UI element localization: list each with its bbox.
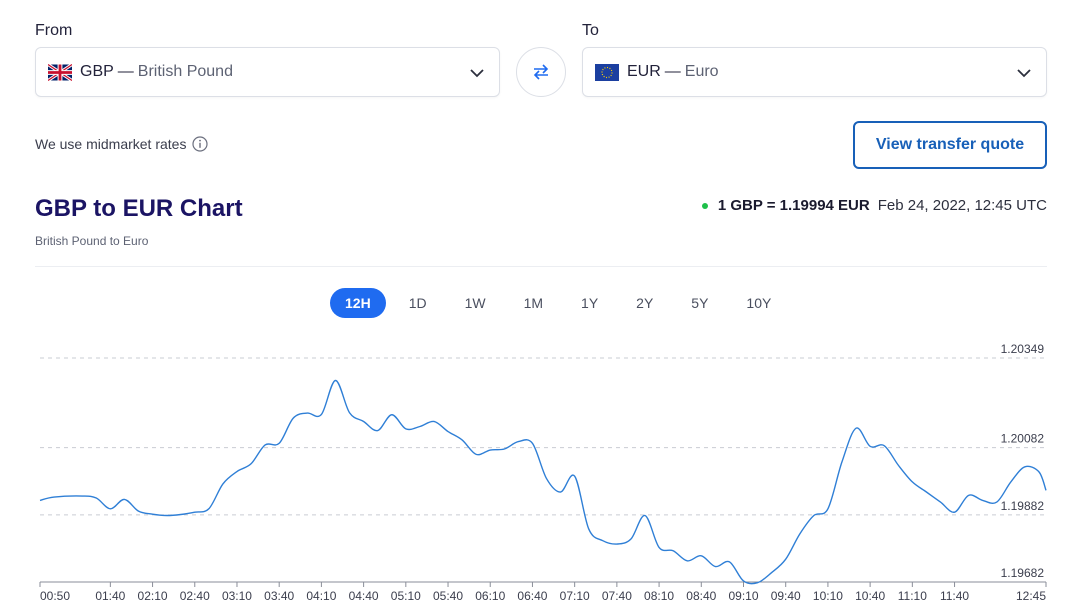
y-tick-label: 1.20349 — [1001, 342, 1045, 356]
x-tick-label: 12:45 — [1016, 589, 1046, 603]
period-selector: 12H 1D 1W 1M 1Y 2Y 5Y 10Y — [330, 288, 794, 318]
uk-flag-icon — [47, 62, 73, 82]
swap-currencies-button[interactable] — [516, 47, 566, 97]
to-currency-select[interactable]: EUR — Euro — [582, 47, 1047, 97]
midmarket-rates-note: We use midmarket rates — [35, 136, 209, 152]
x-tick-label: 00:50 — [40, 589, 70, 603]
x-tick-label: 10:10 — [813, 589, 843, 603]
from-currency-code: GBP — [80, 63, 114, 80]
period-2y[interactable]: 2Y — [636, 295, 654, 311]
period-1d[interactable]: 1D — [408, 295, 427, 311]
rate-chart: 1.20349 1.20082 1.19882 1.19682 00:50 01:40 02… — [39, 342, 1047, 603]
y-tick-label: 1.19682 — [1001, 566, 1045, 580]
divider — [35, 266, 1047, 267]
y-tick-label: 1.20082 — [1001, 432, 1045, 446]
chevron-down-icon — [1017, 69, 1031, 78]
x-tick-label: 05:10 — [391, 589, 421, 603]
x-tick-label: 07:10 — [560, 589, 590, 603]
period-1m[interactable]: 1M — [523, 295, 544, 311]
period-12h[interactable]: 12H — [330, 288, 386, 318]
period-1w[interactable]: 1W — [464, 295, 486, 311]
x-tick-label: 06:10 — [475, 589, 505, 603]
x-tick-label: 11:40 — [940, 589, 969, 603]
chart-title: GBP to EUR Chart — [35, 195, 243, 222]
x-tick-label: 05:40 — [433, 589, 463, 603]
chart-subtitle: British Pound to Euro — [35, 234, 149, 248]
x-tick-label: 04:10 — [306, 589, 336, 603]
to-currency-code: EUR — [627, 63, 661, 80]
x-tick-label: 03:40 — [264, 589, 294, 603]
x-tick-label: 04:40 — [349, 589, 379, 603]
x-tick-label: 02:40 — [180, 589, 210, 603]
x-tick-label: 06:40 — [517, 589, 547, 603]
from-currency-select[interactable]: GBP — British Pound — [35, 47, 500, 97]
live-rate: 1 GBP = 1.19994 EUR Feb 24, 2022, 12:45 … — [701, 197, 1047, 214]
period-10y[interactable]: 10Y — [746, 295, 772, 311]
swap-arrows-icon — [533, 64, 549, 80]
eu-flag-icon — [595, 63, 619, 81]
x-tick-label: 07:40 — [602, 589, 632, 603]
period-5y[interactable]: 5Y — [691, 295, 709, 311]
y-tick-label: 1.19882 — [1001, 499, 1045, 513]
from-label: From — [35, 22, 73, 39]
chevron-down-icon — [470, 69, 484, 78]
x-tick-label: 11:10 — [898, 589, 927, 603]
from-currency-name: British Pound — [137, 63, 233, 80]
x-tick-label: 10:40 — [855, 589, 885, 603]
to-currency-separator: — — [664, 63, 681, 80]
x-tick-label: 01:40 — [95, 589, 125, 603]
view-transfer-quote-button[interactable]: View transfer quote — [853, 121, 1047, 169]
x-tick-label: 09:10 — [728, 589, 758, 603]
to-currency-name: Euro — [684, 63, 719, 80]
x-tick-label: 03:10 — [222, 589, 252, 603]
x-tick-label: 02:10 — [138, 589, 168, 603]
x-tick-label: 09:40 — [771, 589, 801, 603]
x-tick-label: 08:10 — [644, 589, 674, 603]
period-1y[interactable]: 1Y — [581, 295, 599, 311]
rate-timestamp: Feb 24, 2022, 12:45 UTC — [877, 197, 1047, 214]
rate-series-line — [39, 379, 1047, 585]
x-tick-label: 08:40 — [686, 589, 716, 603]
midmarket-rates-text: We use midmarket rates — [35, 136, 187, 152]
live-dot-icon — [701, 202, 708, 209]
rate-value: 1 GBP = 1.19994 EUR — [717, 197, 870, 214]
to-label: To — [582, 22, 599, 39]
from-currency-separator: — — [117, 63, 134, 80]
info-icon[interactable] — [192, 136, 209, 152]
